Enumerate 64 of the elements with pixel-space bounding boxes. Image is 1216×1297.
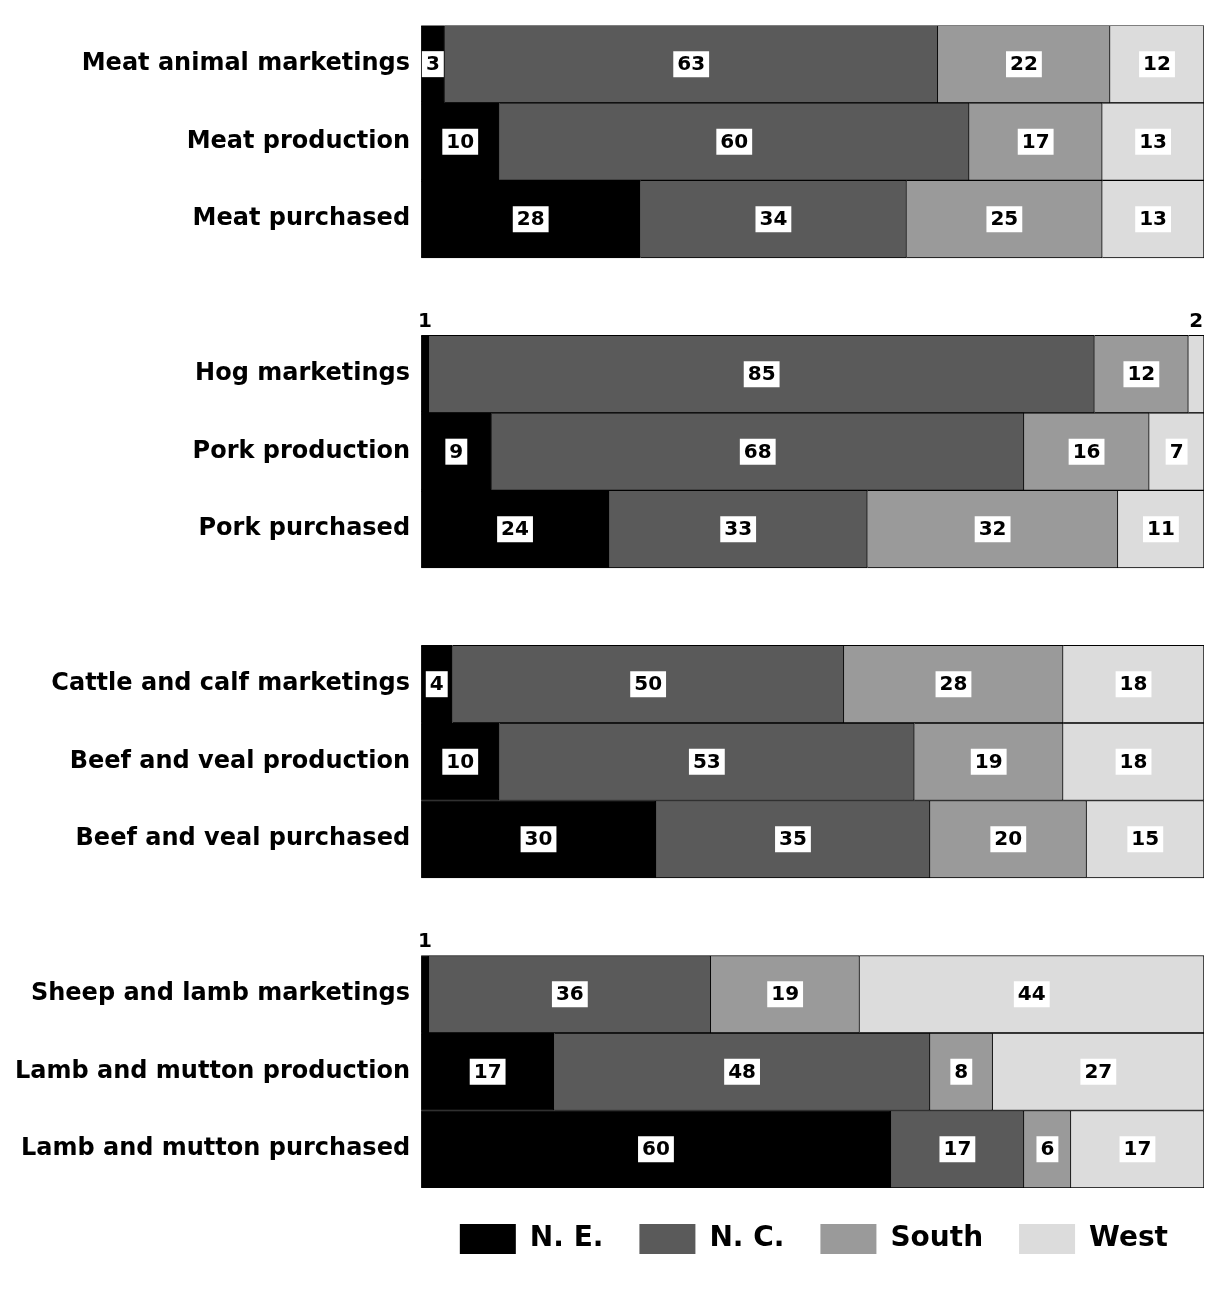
data-label: 60 xyxy=(720,128,749,153)
data-label: 17 xyxy=(1123,1136,1152,1161)
y-tick-label: Lamb and mutton production xyxy=(14,1055,411,1084)
data-label: 7 xyxy=(1169,438,1184,463)
data-label: 44 xyxy=(1017,981,1046,1006)
legend-label: N. E. xyxy=(529,1220,604,1254)
data-label: 17 xyxy=(943,1136,972,1161)
data-label: 20 xyxy=(994,826,1023,851)
data-label: 33 xyxy=(724,516,753,541)
data-label: 17 xyxy=(473,1058,502,1083)
y-tick-label: Hog marketings xyxy=(195,358,411,387)
y-tick-label: Beef and veal purchased xyxy=(75,823,411,852)
data-label: 16 xyxy=(1072,438,1101,463)
data-label: 6 xyxy=(1040,1136,1055,1161)
y-tick-label: Pork production xyxy=(192,435,411,464)
data-label: 10 xyxy=(446,748,475,773)
data-label: 19 xyxy=(771,981,800,1006)
data-label: 18 xyxy=(1119,671,1148,696)
data-label: 15 xyxy=(1131,826,1160,851)
y-tick-label: Meat production xyxy=(186,125,411,154)
data-label: 1 xyxy=(418,307,432,332)
data-label: 12 xyxy=(1143,51,1171,76)
data-label: 48 xyxy=(728,1058,756,1083)
data-label: 19 xyxy=(974,748,1003,773)
data-label: 24 xyxy=(501,516,529,541)
data-label: 32 xyxy=(978,516,1007,541)
data-label: 53 xyxy=(692,748,721,773)
data-label: 17 xyxy=(1021,128,1050,153)
data-label: 27 xyxy=(1084,1058,1113,1083)
data-label: 85 xyxy=(747,361,776,386)
data-label: 3 xyxy=(425,51,440,76)
legend-label: West xyxy=(1089,1220,1169,1254)
legend-label: South xyxy=(890,1220,984,1254)
data-label: 63 xyxy=(677,51,706,76)
data-label: 34 xyxy=(759,206,788,231)
data-label: 28 xyxy=(516,206,545,231)
y-tick-label: Pork purchased xyxy=(198,513,411,542)
y-tick-label: Meat animal marketings xyxy=(81,48,411,77)
y-tick-label: Beef and veal production xyxy=(69,745,411,774)
data-label: 8 xyxy=(954,1058,969,1083)
data-label: 4 xyxy=(429,671,444,696)
data-label: 18 xyxy=(1119,748,1148,773)
y-tick-label: Cattle and calf marketings xyxy=(51,668,411,697)
data-label: 22 xyxy=(1010,51,1038,76)
data-label: 13 xyxy=(1139,128,1168,153)
y-tick-label: Meat purchased xyxy=(192,203,411,232)
data-label: 25 xyxy=(990,206,1019,231)
data-label: 9 xyxy=(449,438,464,463)
data-label: 35 xyxy=(779,826,807,851)
y-tick-label: Sheep and lamb marketings xyxy=(30,978,411,1007)
data-label: 68 xyxy=(743,438,772,463)
data-label: 10 xyxy=(446,128,475,153)
y-tick-label: Lamb and mutton purchased xyxy=(20,1133,411,1162)
data-label: 36 xyxy=(555,981,584,1006)
data-label: 60 xyxy=(642,1136,670,1161)
data-label: 28 xyxy=(939,671,968,696)
data-label: 11 xyxy=(1147,516,1175,541)
data-label: 12 xyxy=(1127,361,1156,386)
data-label: 13 xyxy=(1139,206,1168,231)
data-label: 30 xyxy=(524,826,553,851)
data-label: 50 xyxy=(634,671,663,696)
data-label: 2 xyxy=(1189,307,1204,332)
data-label: 1 xyxy=(418,927,432,952)
legend-label: N. C. xyxy=(709,1220,785,1254)
